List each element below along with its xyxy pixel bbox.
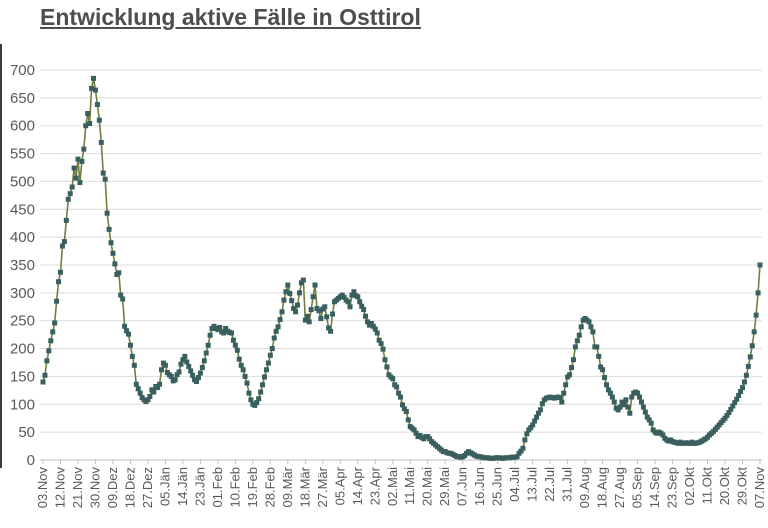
x-tick-label: 14.Sep — [647, 467, 662, 508]
y-tick-label: 200 — [10, 341, 35, 358]
x-tick-label: 18.Mär — [297, 466, 312, 507]
y-tick-label: 400 — [10, 229, 35, 246]
x-tick-label: 09.Aug — [577, 467, 592, 508]
y-tick-label: 0 — [27, 452, 35, 469]
x-tick-label: 29.Okt — [735, 467, 750, 506]
x-tick-label: 23.Apr — [367, 466, 382, 505]
y-tick-label: 350 — [10, 257, 35, 274]
y-tick-label: 100 — [10, 396, 35, 413]
y-tick-label: 450 — [10, 201, 35, 218]
x-tick-label: 16.Jun — [472, 467, 487, 506]
x-tick-label: 28.Feb — [262, 467, 277, 507]
x-tick-label: 18.Dez — [122, 467, 137, 508]
y-tick-label: 600 — [10, 118, 35, 135]
y-axis-labels: 0 50 100 150 200 250 300 350 400 450 500 550 600 650 7… — [10, 62, 35, 469]
x-tick-label: 19.Feb — [245, 467, 260, 507]
y-tick-label: 500 — [10, 173, 35, 190]
x-tick-label: 27.Mär — [315, 466, 330, 507]
x-tick-label: 30.Nov — [87, 467, 102, 509]
y-tick-label: 700 — [10, 62, 35, 79]
x-tick-label: 11.Mai — [402, 467, 417, 505]
x-tick-label: 05.Sep — [630, 467, 645, 508]
x-tick-label: 29.Mai — [437, 467, 452, 506]
x-tick-label: 27.Aug — [612, 467, 627, 508]
x-tick-label: 07.Jun — [455, 467, 470, 506]
x-tick-label: 23.Jän — [192, 467, 207, 506]
x-tick-label: 09.Mär — [280, 466, 295, 507]
x-tick-label: 07.Nov — [752, 467, 767, 509]
x-tick-label: 09.Dez — [105, 467, 120, 508]
chart-title: Entwicklung aktive Fälle in Osttirol — [40, 4, 421, 30]
x-tick-label: 12.Nov — [52, 467, 67, 509]
x-tick-label: 20.Okt — [717, 467, 732, 506]
x-tick-label: 03.Nov — [35, 467, 50, 509]
x-tick-label: 05.Apr — [332, 466, 347, 505]
y-tick-label: 650 — [10, 90, 35, 107]
gridlines — [40, 69, 762, 433]
y-tick-label: 250 — [10, 313, 35, 330]
x-tick-label: 11.Okt — [700, 467, 715, 505]
x-tick-label: 02.Okt — [682, 467, 697, 506]
left-border-line — [0, 44, 2, 468]
x-axis — [40, 459, 762, 464]
y-tick-label: 300 — [10, 285, 35, 302]
y-tick-label: 150 — [10, 368, 35, 385]
x-tick-label: 05.Jän — [157, 467, 172, 506]
y-tick-label: 550 — [10, 146, 35, 163]
x-tick-label: 18.Aug — [595, 467, 610, 508]
data-line — [42, 77, 761, 460]
x-tick-label: 10.Feb — [227, 467, 242, 507]
x-tick-label: 25.Jun — [490, 467, 505, 506]
data-markers — [40, 75, 763, 461]
y-tick-label: 50 — [18, 424, 35, 441]
x-tick-label: 01.Feb — [210, 467, 225, 507]
x-tick-label: 21.Nov — [70, 467, 85, 509]
x-tick-label: 31.Jul — [560, 467, 575, 502]
x-tick-label: 22.Jul — [542, 467, 557, 502]
x-tick-label: 27.Dez — [140, 467, 155, 508]
x-tick-label: 14.Apr — [350, 466, 365, 505]
x-tick-label: 02.Mai — [385, 467, 400, 506]
x-axis-labels: 03.Nov 12.Nov 21.Nov 30.Nov 09.Dez 18.Dez 27.D… — [35, 466, 767, 508]
x-tick-label: 20.Mai — [420, 467, 435, 506]
x-tick-label: 14.Jän — [175, 467, 190, 506]
x-tick-label: 04.Jul — [507, 467, 522, 502]
line-chart-canvas: 0 50 100 150 200 250 300 350 400 450 500 550 600 650 7… — [10, 62, 767, 508]
x-tick-label: 23.Sep — [665, 467, 680, 508]
x-tick-label: 13.Jul — [525, 467, 540, 502]
